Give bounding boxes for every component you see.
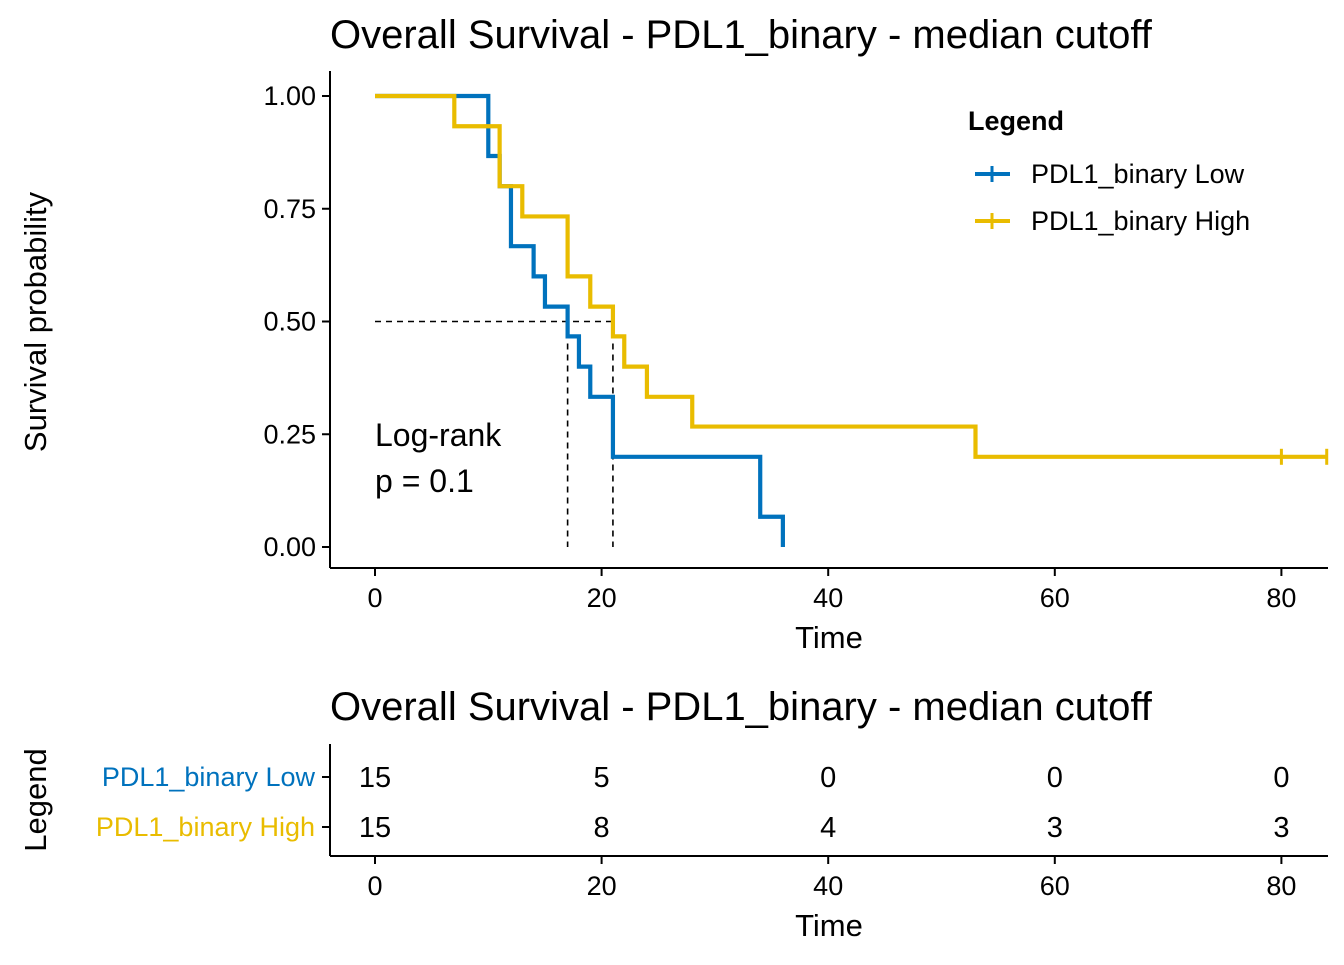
legend: Legend PDL1_binary Low PDL1_binary High — [968, 106, 1250, 236]
risk-count-low: 5 — [594, 762, 610, 794]
km-curves — [375, 93, 1329, 547]
km-x-tick-label: 80 — [1266, 583, 1296, 613]
risk-count-low: 0 — [1273, 762, 1289, 794]
risk-x-tick-label: 40 — [813, 871, 843, 901]
risk-count-high: 3 — [1273, 812, 1289, 844]
risk-x-tick-label: 60 — [1040, 871, 1070, 901]
legend-entry-high: PDL1_binary High — [975, 206, 1250, 236]
km-y-tick-label: 0.50 — [263, 307, 316, 337]
km-x-tick-label: 60 — [1040, 583, 1070, 613]
km-x-tick-label: 40 — [813, 583, 843, 613]
km-ticks: 0 20 40 60 80 0.00 0.25 0.50 0.75 1.00 — [263, 81, 1296, 613]
km-x-tick-label: 20 — [587, 583, 617, 613]
km-y-tick-label: 0.25 — [263, 419, 316, 449]
risk-count-high: 15 — [359, 812, 391, 844]
risk-x-tick-label: 80 — [1266, 871, 1296, 901]
km-y-tick-label: 1.00 — [263, 81, 316, 111]
risk-table: 0 20 40 60 80 PDL1_binary Low 15 5 0 0 0 PDL1_binar… — [96, 762, 1297, 901]
km-y-tick-label: 0.00 — [263, 532, 316, 562]
risk-x-axis-label: Time — [795, 908, 863, 943]
km-x-axis-label: Time — [795, 620, 863, 655]
legend-label-high: PDL1_binary High — [1031, 206, 1250, 236]
logrank-label: Log-rank — [375, 417, 502, 453]
risk-count-high: 4 — [820, 812, 836, 844]
legend-entry-low: PDL1_binary Low — [975, 159, 1245, 189]
km-x-tick-label: 0 — [367, 583, 382, 613]
risk-count-high: 3 — [1047, 812, 1063, 844]
risk-row-label-low: PDL1_binary Low — [102, 762, 316, 792]
km-curve-high — [375, 93, 1327, 459]
risk-y-axis-label: Legend — [18, 748, 53, 851]
legend-title: Legend — [968, 106, 1064, 136]
risk-row-label-high: PDL1_binary High — [96, 812, 315, 842]
risk-count-low: 0 — [1047, 762, 1063, 794]
risk-x-tick-label: 20 — [587, 871, 617, 901]
logrank-pvalue: p = 0.1 — [375, 463, 474, 499]
risk-count-low: 0 — [820, 762, 836, 794]
km-y-axis-label: Survival probability — [18, 191, 53, 452]
km-title: Overall Survival - PDL1_binary - median … — [330, 13, 1153, 57]
risk-count-low: 15 — [359, 762, 391, 794]
legend-label-low: PDL1_binary Low — [1031, 159, 1245, 189]
risk-table-title: Overall Survival - PDL1_binary - median … — [330, 685, 1153, 729]
km-y-tick-label: 0.75 — [263, 194, 316, 224]
risk-x-tick-label: 0 — [367, 871, 382, 901]
risk-count-high: 8 — [594, 812, 610, 844]
